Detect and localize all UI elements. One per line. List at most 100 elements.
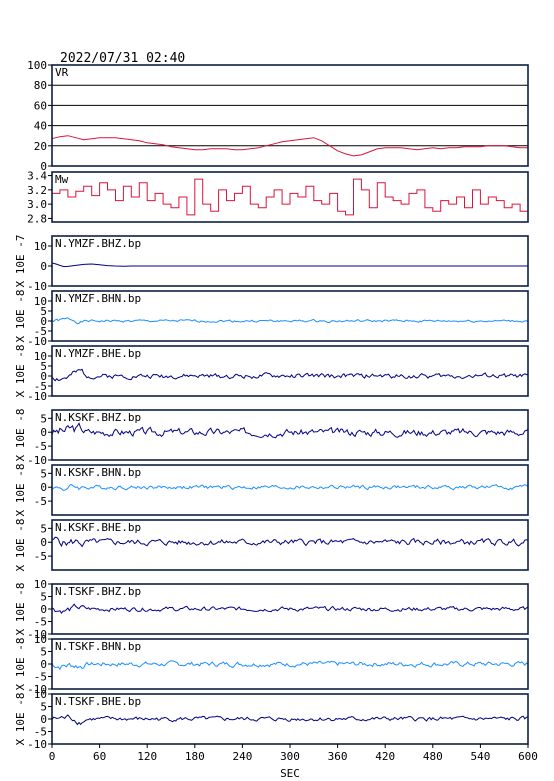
y-tick-label: 0 (40, 426, 47, 439)
y-tick-label: 5 (40, 305, 47, 318)
y-tick-label: 0 (40, 536, 47, 549)
panel-title: N.YMZF.BHZ.bp (55, 237, 141, 250)
y-tick-label: 0 (40, 603, 47, 616)
y-tick-label: 5 (40, 646, 47, 659)
panel-frame (51, 519, 529, 571)
x-axis-label: SEC (280, 767, 300, 780)
y-tick-label: -10 (27, 454, 47, 467)
y-tick-label: 5 (40, 360, 47, 373)
x-tick-label: 240 (232, 750, 252, 763)
x-tick-label: 540 (470, 750, 490, 763)
panel-title: N.TSKF.BHZ.bp (55, 585, 141, 598)
y-axis-label: X 10E -8 (14, 693, 27, 746)
series-line (51, 660, 529, 671)
series-line (52, 178, 529, 216)
y-tick-label: 2.8 (27, 212, 47, 225)
series-line (51, 368, 529, 382)
series-line (51, 262, 528, 268)
y-tick-label: 40 (34, 120, 47, 133)
series-line (51, 317, 529, 325)
y-tick-label: 5 (40, 522, 47, 535)
y-tick-label: 0 (40, 713, 47, 726)
y-tick-label: 80 (34, 79, 47, 92)
y-tick-label: -5 (34, 380, 47, 393)
panel-7: -505 N.KSKF.BHN.bp X 10E -8 (14, 464, 529, 517)
x-tick-label: 120 (137, 750, 157, 763)
panel-title: N.TSKF.BHE.bp (55, 695, 141, 708)
y-axis-label: X 10E -8 (14, 638, 27, 691)
x-tick-label: 180 (185, 750, 205, 763)
y-tick-label: 60 (34, 99, 47, 112)
panel-frame (51, 64, 529, 167)
y-tick-label: 5 (40, 467, 47, 480)
y-tick-label: 10 (34, 295, 47, 308)
y-tick-label: 0 (40, 260, 47, 273)
panel-frame (51, 171, 529, 223)
y-tick-label: -5 (34, 325, 47, 338)
series-line (51, 135, 528, 157)
x-tick-label: 420 (375, 750, 395, 763)
y-tick-label: 0 (40, 370, 47, 383)
y-tick-label: -5 (34, 550, 47, 563)
x-tick-label: 600 (518, 750, 538, 763)
x-axis: 0 60 120 180 240 300 360 420 480 540 600 (49, 744, 538, 763)
y-tick-label: 10 (34, 688, 47, 701)
series-line (51, 714, 528, 726)
y-tick-label: 10 (34, 240, 47, 253)
y-tick-label: -5 (34, 495, 47, 508)
series-line (51, 603, 529, 614)
y-tick-label: 0 (40, 481, 47, 494)
panel-frame (51, 409, 529, 461)
panel-title: Mw (55, 173, 69, 186)
y-tick-label: -5 (34, 440, 47, 453)
y-tick-label: -10 (27, 335, 47, 348)
y-tick-label: 5 (40, 701, 47, 714)
panel-6: -10-505 N.KSKF.BHZ.bp X 10E -8 (14, 409, 529, 467)
series-line (51, 422, 529, 439)
series-line (51, 483, 529, 491)
x-tick-label: 60 (93, 750, 106, 763)
y-tick-label: 0 (40, 160, 47, 173)
x-tick-label: 300 (280, 750, 300, 763)
y-tick-label: -5 (34, 616, 47, 629)
y-tick-label: -5 (34, 671, 47, 684)
y-tick-label: 0 (40, 315, 47, 328)
y-tick-label: 10 (34, 578, 47, 591)
y-tick-label: 3.0 (27, 198, 47, 211)
y-tick-label: 5 (40, 591, 47, 604)
series-line (51, 536, 529, 548)
panel-frame (51, 290, 529, 342)
y-tick-label: -10 (27, 390, 47, 403)
y-axis-label: X 10E -8 (14, 409, 27, 462)
y-axis-label: X 10E -7 (14, 235, 27, 288)
y-axis-label: X 10E -8 (14, 290, 27, 343)
x-tick-label: 360 (328, 750, 348, 763)
y-tick-label: 5 (40, 412, 47, 425)
panel-title: N.YMZF.BHN.bp (55, 292, 141, 305)
y-tick-label: -10 (27, 280, 47, 293)
panel-8: -505 N.KSKF.BHE.bp X 10E -8 (14, 519, 529, 572)
panel-frame (51, 464, 529, 516)
y-tick-label: 10 (34, 633, 47, 646)
panel-3: -10 0 10 N.YMZF.BHZ.bp X 10E -7 (14, 235, 529, 293)
y-axis-label: X 10E -8 (14, 519, 27, 572)
panel-2: 2.83.03.23.4 Mw (27, 170, 529, 225)
panel-title: N.KSKF.BHE.bp (55, 521, 141, 534)
panel-title: N.TSKF.BHN.bp (55, 640, 141, 653)
y-axis-label: X 10E -8 (14, 464, 27, 517)
y-tick-label: 20 (34, 140, 47, 153)
panel-title: N.KSKF.BHN.bp (55, 466, 141, 479)
y-tick-label: 0 (40, 658, 47, 671)
x-tick-label: 480 (423, 750, 443, 763)
y-tick-label: 3.4 (27, 170, 47, 183)
panel-title: N.YMZF.BHE.bp (55, 347, 141, 360)
panel-frame (51, 345, 529, 397)
y-axis-label: X 10E -8 (14, 345, 27, 398)
panel-title: VR (55, 66, 69, 79)
